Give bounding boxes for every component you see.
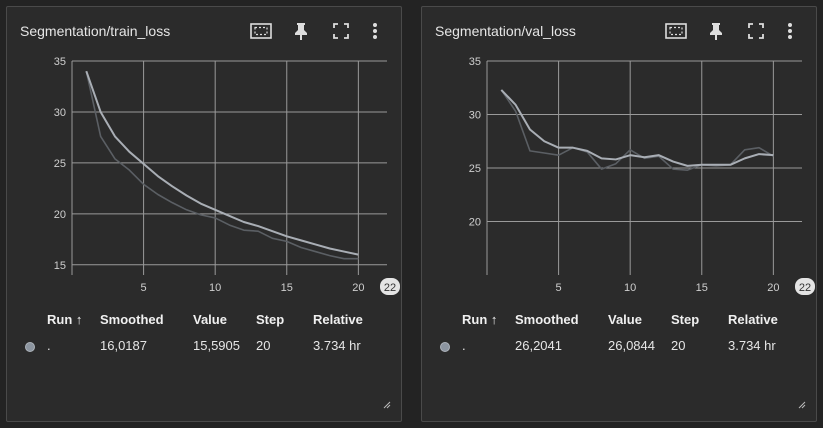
raw-value: 26,0844 — [608, 338, 655, 353]
y-tick-label: 20 — [469, 217, 481, 229]
col-step: Step — [256, 312, 285, 327]
x-tick-label: 20 — [767, 282, 779, 294]
step-value: 20 — [256, 338, 271, 353]
y-tick-label: 20 — [54, 209, 66, 221]
card-toolbar — [656, 19, 804, 43]
y-tick-label: 25 — [469, 163, 481, 175]
more-vert-icon — [373, 23, 377, 39]
fit-domain-icon — [250, 23, 272, 39]
train-loss-chart[interactable]: 15 20 25 30 35 5 10 15 20 22 — [7, 53, 401, 303]
x-tick-label: 10 — [209, 282, 221, 294]
run-name: . — [47, 338, 51, 353]
x-extent-badge — [380, 278, 400, 295]
y-tick-label: 30 — [469, 110, 481, 122]
x-tick-label: 15 — [696, 282, 708, 294]
x-tick-label: 20 — [352, 282, 364, 294]
col-step: Step — [671, 312, 700, 327]
col-smoothed: Smoothed — [100, 312, 164, 327]
y-tick-label: 30 — [54, 107, 66, 119]
col-relative: Relative — [728, 312, 778, 327]
smoothed-series-line — [85, 70, 359, 256]
fullscreen-icon — [333, 23, 349, 39]
x-tick-label: 5 — [141, 282, 147, 294]
run-color-dot[interactable] — [25, 342, 35, 352]
y-tick-label: 15 — [54, 260, 66, 272]
col-value: Value — [193, 312, 227, 327]
run-name: . — [462, 338, 466, 353]
card-title: Segmentation/train_loss — [20, 23, 171, 39]
fullscreen-button[interactable] — [736, 19, 776, 43]
card-toolbar — [241, 19, 389, 43]
col-run[interactable]: Run ↑ — [462, 312, 498, 327]
card-title: Segmentation/val_loss — [435, 23, 576, 39]
y-tick-label: 35 — [54, 56, 66, 68]
relative-value: 3.734 hr — [728, 338, 776, 353]
x-tick-label: 10 — [624, 282, 636, 294]
fit-domain-button[interactable] — [241, 19, 281, 43]
col-relative: Relative — [313, 312, 363, 327]
pin-button[interactable] — [281, 19, 321, 43]
pin-button[interactable] — [696, 19, 736, 43]
fit-domain-icon — [665, 23, 687, 39]
x-tick-label: 5 — [556, 282, 562, 294]
relative-value: 3.734 hr — [313, 338, 361, 353]
col-smoothed: Smoothed — [515, 312, 579, 327]
col-value: Value — [608, 312, 642, 327]
smoothed-value: 16,0187 — [100, 338, 147, 353]
more-button[interactable] — [776, 19, 804, 43]
run-color-dot[interactable] — [440, 342, 450, 352]
fullscreen-button[interactable] — [321, 19, 361, 43]
raw-value: 15,5905 — [193, 338, 240, 353]
raw-series-line — [85, 71, 359, 260]
x-extent-badge — [795, 278, 815, 295]
resize-handle-icon[interactable] — [796, 399, 806, 409]
more-vert-icon — [788, 23, 792, 39]
x-extent-label: 22 — [799, 282, 811, 294]
x-tick-label: 15 — [281, 282, 293, 294]
step-value: 20 — [671, 338, 686, 353]
raw-series-line — [500, 89, 774, 171]
more-button[interactable] — [361, 19, 389, 43]
fit-domain-button[interactable] — [656, 19, 696, 43]
col-run[interactable]: Run ↑ — [47, 312, 83, 327]
val-loss-chart[interactable]: 20 25 30 35 5 10 15 20 22 — [422, 53, 816, 303]
smoothed-value: 26,2041 — [515, 338, 562, 353]
pin-icon — [710, 23, 722, 40]
resize-handle-icon[interactable] — [381, 399, 391, 409]
y-tick-label: 35 — [469, 56, 481, 68]
x-extent-label: 22 — [384, 282, 396, 294]
val-loss-card: Segmentation/val_loss 20 25 30 35 5 10 15 20 22 … — [421, 6, 817, 422]
y-tick-label: 25 — [54, 158, 66, 170]
pin-icon — [295, 23, 307, 40]
smoothed-series-line — [500, 89, 774, 167]
fullscreen-icon — [748, 23, 764, 39]
train-loss-card: Segmentation/train_loss 15 20 25 30 35 5 10 15 2… — [6, 6, 402, 422]
